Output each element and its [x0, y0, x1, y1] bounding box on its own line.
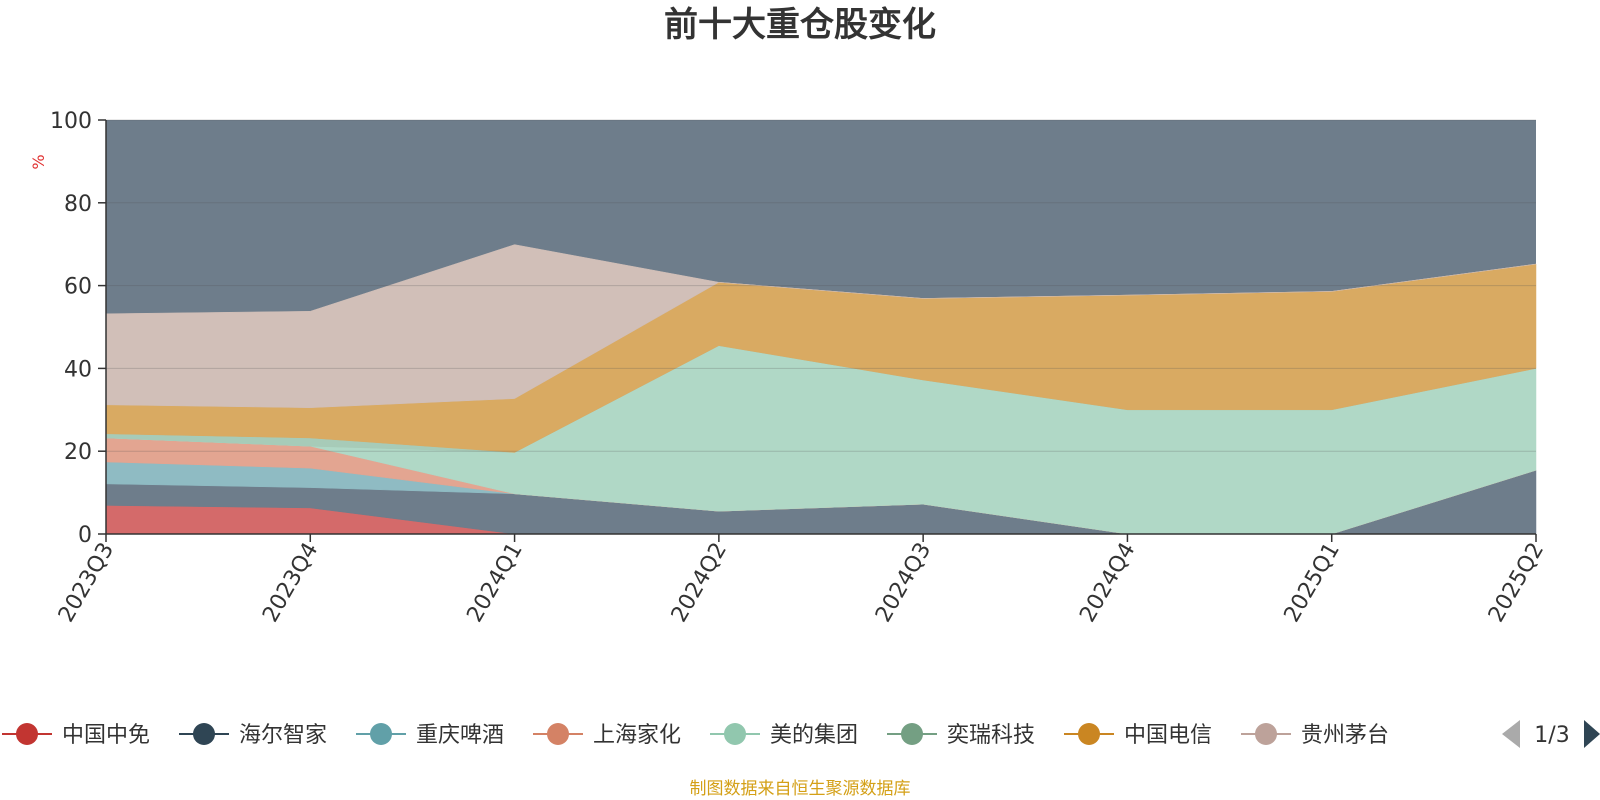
- legend-marker-icon: [901, 723, 923, 745]
- legend-next-icon[interactable]: [1584, 720, 1600, 748]
- plot-area: 0 20 40 60 80 100 2023Q3 2023Q4 2024Q1 2024Q2 2024…: [50, 109, 1549, 627]
- y-tick-label-0: 0: [78, 523, 92, 548]
- legend-label: 中国电信: [1124, 723, 1212, 748]
- legend-page-indicator: 1/3: [1534, 723, 1569, 748]
- legend-label: 海尔智家: [239, 723, 327, 748]
- grid-lines: [106, 119, 1536, 452]
- legend-item-5[interactable]: 奕瑞科技: [887, 723, 1035, 748]
- legend-marker-icon: [547, 723, 569, 745]
- y-tick-label-3: 60: [64, 275, 92, 300]
- legend-label: 贵州茅台: [1301, 723, 1389, 748]
- legend-marker-icon: [1255, 723, 1277, 745]
- legend-label: 中国中免: [62, 723, 150, 748]
- legend-item-3[interactable]: 上海家化: [533, 723, 681, 748]
- legend: 中国中免 海尔智家 重庆啤酒 上海家化 美的集团 奕瑞科技 中国电信 贵州茅台: [2, 723, 1389, 748]
- source-note: 制图数据来自恒生聚源数据库: [690, 779, 911, 799]
- legend-item-4[interactable]: 美的集团: [710, 723, 858, 748]
- legend-prev-icon[interactable]: [1502, 720, 1520, 748]
- x-tick-label-1: 2023Q4: [258, 539, 323, 627]
- legend-marker-icon: [193, 723, 215, 745]
- y-tick-label-4: 80: [64, 192, 92, 217]
- x-tick-label-2: 2024Q1: [462, 539, 527, 627]
- legend-marker-icon: [16, 723, 38, 745]
- y-axis-unit: %: [29, 154, 48, 169]
- x-tick-label-3: 2024Q2: [667, 539, 732, 627]
- legend-item-7[interactable]: 贵州茅台: [1241, 723, 1389, 748]
- x-tick-label-6: 2025Q1: [1280, 539, 1345, 627]
- x-tick-label-7: 2025Q2: [1484, 539, 1549, 627]
- y-tick-label-1: 20: [64, 440, 92, 465]
- legend-marker-icon: [370, 723, 392, 745]
- stacked-areas: [105, 244, 1537, 535]
- legend-item-2[interactable]: 重庆啤酒: [356, 723, 504, 748]
- legend-pagination: 1/3: [1502, 720, 1600, 748]
- legend-item-0[interactable]: 中国中免: [2, 723, 150, 748]
- x-tick-label-4: 2024Q3: [871, 539, 936, 627]
- legend-item-1[interactable]: 海尔智家: [179, 723, 327, 748]
- legend-label: 重庆啤酒: [416, 723, 504, 748]
- chart-title: 前十大重仓股变化: [664, 5, 936, 45]
- area-series-7: [105, 244, 1537, 408]
- legend-marker-icon: [1078, 723, 1100, 745]
- legend-label: 上海家化: [593, 723, 681, 748]
- legend-marker-icon: [724, 723, 746, 745]
- legend-label: 美的集团: [770, 723, 858, 748]
- legend-item-6[interactable]: 中国电信: [1064, 723, 1212, 748]
- x-tick-label-0: 2023Q3: [54, 539, 119, 627]
- y-tick-label-5: 100: [50, 109, 92, 134]
- x-tick-label-5: 2024Q4: [1075, 539, 1140, 627]
- legend-label: 奕瑞科技: [947, 723, 1035, 748]
- y-tick-label-2: 40: [64, 357, 92, 382]
